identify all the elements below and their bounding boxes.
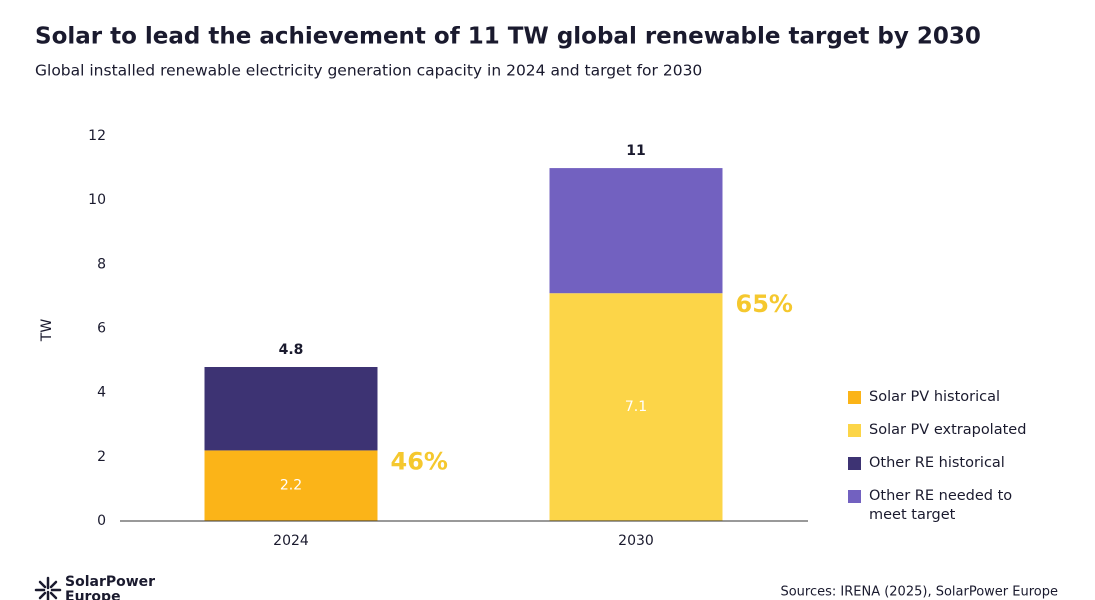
chart-subtitle: Global installed renewable electricity g… bbox=[35, 62, 702, 80]
bar-segment bbox=[549, 293, 723, 521]
y-axis-label: TW bbox=[39, 319, 55, 343]
legend-item: Solar PV extrapolated bbox=[848, 421, 1048, 440]
chart-title: Solar to lead the achievement of 11 TW g… bbox=[35, 24, 981, 50]
legend-label: Other RE needed to meet target bbox=[869, 488, 1013, 523]
logo-text: SolarPower bbox=[65, 574, 155, 590]
y-tick-label: 2 bbox=[97, 449, 106, 465]
legend-swatch bbox=[848, 391, 861, 404]
x-tick-label: 2030 bbox=[618, 533, 654, 549]
legend-label: Solar PV historical bbox=[869, 389, 1001, 405]
y-tick-label: 12 bbox=[88, 128, 106, 144]
legend-item: Other RE needed to meet target bbox=[848, 487, 1048, 525]
y-tick-label: 6 bbox=[97, 321, 106, 337]
y-tick-label: 10 bbox=[88, 192, 106, 208]
y-tick-label: 8 bbox=[97, 256, 106, 272]
total-label: 11 bbox=[626, 143, 645, 159]
legend-label: Solar PV extrapolated bbox=[869, 422, 1027, 438]
bar-segment bbox=[204, 367, 378, 451]
legend-item: Solar PV historical bbox=[848, 388, 1048, 407]
legend-item: Other RE historical bbox=[848, 454, 1048, 473]
segment-label: 7.1 bbox=[625, 399, 647, 415]
legend: Solar PV historical Solar PV extrapolated… bbox=[848, 388, 1048, 539]
legend-label: Other RE historical bbox=[869, 455, 1005, 471]
y-tick-label: 0 bbox=[97, 513, 106, 529]
source: Sources: IRENA (2025), SolarPower Europe bbox=[780, 585, 1058, 600]
x-tick-label: 2024 bbox=[273, 533, 309, 549]
bar-segment bbox=[204, 450, 378, 521]
legend-swatch bbox=[848, 424, 861, 437]
legend-swatch bbox=[848, 457, 861, 470]
y-tick-label: 4 bbox=[97, 385, 106, 401]
legend-swatch bbox=[848, 490, 861, 503]
share-label: 65% bbox=[736, 290, 793, 318]
bar-segment bbox=[549, 168, 723, 294]
logo-icon bbox=[34, 576, 62, 600]
logo-text: Europe bbox=[65, 589, 121, 600]
total-label: 4.8 bbox=[279, 342, 304, 358]
share-label: 46% bbox=[391, 447, 448, 475]
segment-label: 2.2 bbox=[280, 478, 302, 494]
